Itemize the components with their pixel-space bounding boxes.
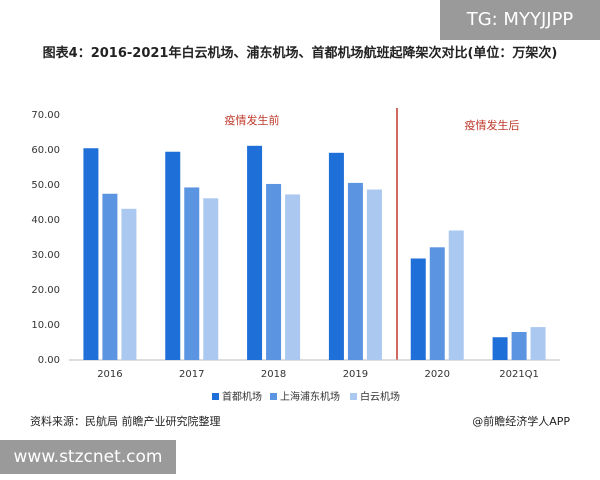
legend-label: 上海浦东机场 [280, 390, 340, 403]
bar [121, 208, 137, 360]
y-tick-label: 20.00 [31, 285, 60, 296]
watermark: TG: MYYJJPP [440, 0, 600, 40]
bar [366, 189, 382, 360]
chart-title: 图表4：2016-2021年白云机场、浦东机场、首都机场航班起降架次对比(单位：… [42, 46, 558, 61]
legend-label: 首都机场 [222, 390, 262, 403]
x-tick-label: 2017 [179, 369, 204, 380]
bar [266, 183, 282, 360]
bar [285, 194, 301, 360]
x-tick-label: 2020 [425, 369, 450, 380]
x-tick-label: 2016 [97, 369, 122, 380]
legend-swatch [270, 393, 277, 400]
x-tick-label: 2018 [261, 369, 286, 380]
bar [83, 148, 99, 360]
bar [448, 230, 464, 360]
legend-label: 白云机场 [360, 390, 400, 403]
legend-swatch [212, 393, 219, 400]
source: 资料来源：民航局 前瞻产业研究院整理 [30, 414, 221, 428]
bar [328, 152, 344, 360]
bar [203, 198, 219, 360]
bar [410, 258, 426, 360]
bar [530, 327, 546, 360]
x-tick-label: 2021Q1 [499, 369, 539, 380]
y-tick-label: 50.00 [31, 180, 60, 191]
bar [429, 247, 445, 360]
bar [247, 145, 263, 360]
y-tick-label: 60.00 [31, 145, 60, 156]
credit: @前瞻经济学人APP [472, 414, 570, 428]
y-tick-label: 40.00 [31, 215, 60, 226]
y-tick-label: 0.00 [38, 355, 60, 366]
y-tick-label: 30.00 [31, 250, 60, 261]
bar [165, 151, 181, 360]
y-tick-label: 70.00 [31, 110, 60, 121]
y-tick-label: 10.00 [31, 320, 60, 331]
annotation: 疫情发生后 [465, 118, 520, 132]
bar [492, 337, 508, 360]
x-tick-label: 2019 [343, 369, 368, 380]
bar [102, 193, 118, 360]
watermark: www.stzcnet.com [0, 440, 176, 474]
bar [184, 187, 200, 360]
bar [347, 182, 363, 360]
legend-swatch [350, 393, 357, 400]
annotation: 疫情发生前 [225, 113, 280, 127]
bar [511, 332, 527, 360]
